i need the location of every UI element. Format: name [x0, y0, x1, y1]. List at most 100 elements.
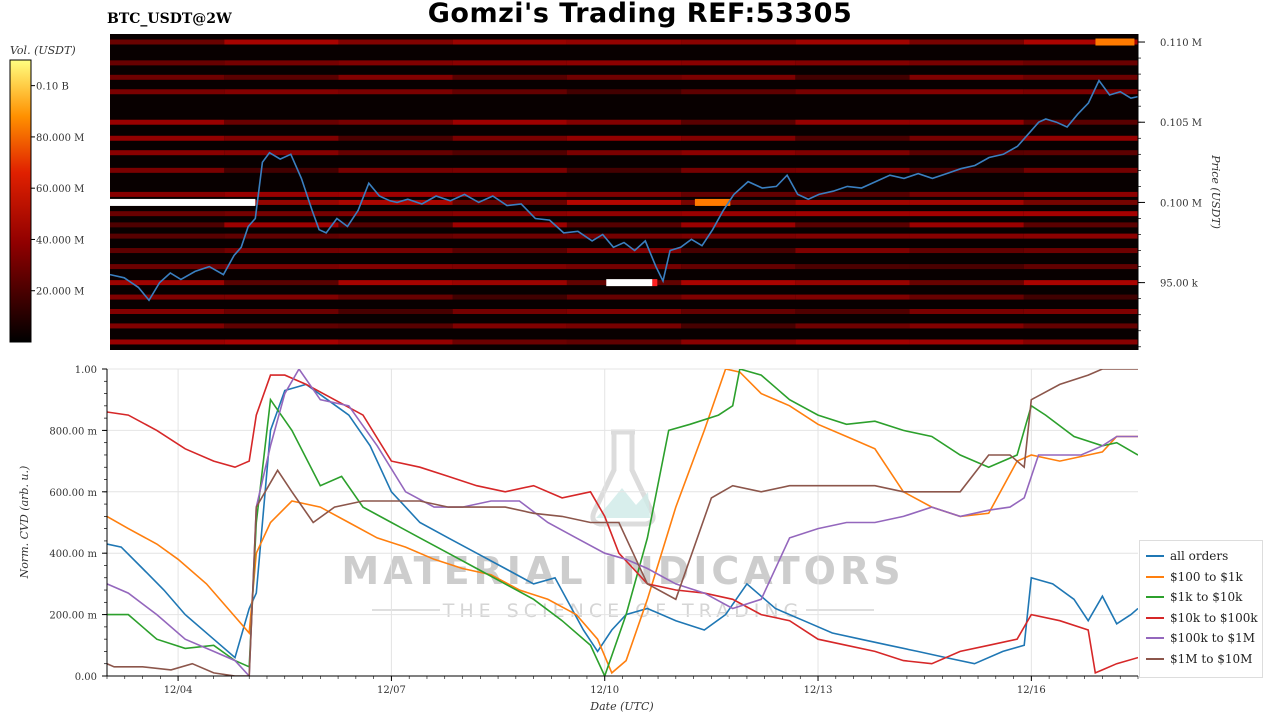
liquidity-band: [452, 264, 567, 270]
liquidity-band: [681, 89, 796, 95]
cvd-series-line-1: [107, 369, 1138, 675]
liquidity-highlight: [1095, 38, 1135, 46]
liquidity-band: [795, 339, 910, 345]
legend-label: $1k to $10k: [1170, 590, 1243, 604]
liquidity-band: [566, 119, 682, 125]
liquidity-band: [338, 309, 453, 315]
liquidity-band: [110, 309, 225, 315]
cvd-x-ticks: 12/04 12/07 12/10 12/13 12/16: [106, 676, 1139, 696]
liquidity-band: [224, 39, 339, 45]
liquidity-band: [224, 264, 339, 270]
liquidity-band: [795, 74, 910, 80]
liquidity-band: [452, 323, 567, 329]
liquidity-band: [1023, 211, 1138, 217]
liquidity-band: [566, 248, 682, 254]
liquidity-band: [795, 167, 910, 173]
liquidity-band: [110, 135, 225, 141]
liquidity-band: [909, 248, 1024, 254]
liquidity-band: [110, 323, 225, 329]
liquidity-band: [681, 135, 796, 141]
legend-swatch: [1146, 657, 1164, 660]
price-axis-label: Price (USDT): [1209, 154, 1222, 229]
liquidity-band: [909, 339, 1024, 345]
liquidity-band: [681, 280, 796, 286]
liquidity-band: [110, 150, 225, 156]
liquidity-band: [452, 150, 567, 156]
liquidity-band: [338, 339, 453, 345]
cvd-y-axis-label: Norm. CVD (arb. u.): [18, 466, 31, 580]
legend-label: $10k to $100k: [1170, 610, 1258, 625]
liquidity-band: [795, 280, 910, 286]
liquidity-band: [452, 294, 567, 300]
liquidity-band: [110, 191, 225, 197]
liquidity-band: [681, 39, 796, 45]
liquidity-band: [566, 60, 682, 66]
liquidity-band: [1023, 222, 1138, 228]
liquidity-band: [338, 294, 453, 300]
liquidity-band: [1023, 135, 1138, 141]
liquidity-band: [909, 323, 1024, 329]
liquidity-band: [909, 74, 1024, 80]
liquidity-band: [566, 135, 682, 141]
liquidity-band: [909, 150, 1024, 156]
liquidity-band: [795, 309, 910, 315]
liquidity-band: [224, 222, 339, 228]
liquidity-band: [795, 199, 910, 205]
legend-swatch: [1146, 637, 1164, 639]
liquidity-band: [566, 191, 682, 197]
liquidity-band: [110, 248, 225, 254]
liquidity-band: [566, 39, 682, 45]
legend-swatch: [1146, 616, 1164, 619]
liquidity-band: [1023, 294, 1138, 300]
liquidity-band: [681, 60, 796, 66]
liquidity-band: [909, 135, 1024, 141]
liquidity-band: [452, 191, 567, 197]
cvd-x-tick-label: 12/16: [1017, 685, 1046, 696]
liquidity-band: [452, 280, 567, 286]
liquidity-band: [224, 167, 339, 173]
liquidity-band: [224, 309, 339, 315]
liquidity-band: [795, 248, 910, 254]
liquidity-band: [110, 89, 225, 95]
liquidity-band: [681, 119, 796, 125]
cvd-y-tick-label: 200.00 m: [49, 611, 97, 622]
liquidity-band: [795, 89, 910, 95]
liquidity-band: [909, 199, 1024, 205]
liquidity-highlight: [652, 279, 658, 287]
liquidity-band: [452, 167, 567, 173]
liquidity-band: [452, 248, 567, 254]
liquidity-band: [338, 39, 453, 45]
liquidity-band: [795, 222, 910, 228]
cvd-series-line-4: [107, 369, 1138, 676]
liquidity-band: [338, 167, 453, 173]
liquidity-band: [452, 39, 567, 45]
watermark: MATERIAL INDICATORS THE SCIENCE OF TRADI…: [341, 429, 901, 622]
price-axis-ticks: 0.110 M 0.105 M 0.100 M 95.00 k: [1138, 38, 1202, 348]
liquidity-band: [224, 74, 339, 80]
liquidity-band: [566, 233, 682, 239]
legend: all orders $100 to $1k $1k to $10k $10k to …: [1139, 540, 1263, 678]
liquidity-band: [452, 74, 567, 80]
liquidity-band: [795, 119, 910, 125]
legend-swatch: [1146, 555, 1164, 557]
liquidity-band: [110, 211, 225, 217]
liquidity-band: [338, 150, 453, 156]
liquidity-band: [452, 60, 567, 66]
price-tick-label: 0.100 M: [1160, 198, 1202, 209]
colorbar-label: Vol. (USDT): [10, 44, 76, 57]
liquidity-band: [1023, 199, 1138, 205]
cvd-x-tick-label: 12/04: [164, 685, 193, 696]
flask-icon: [590, 429, 656, 527]
liquidity-highlight: [694, 198, 731, 206]
legend-label: $1M to $10M: [1170, 651, 1253, 666]
cvd-y-ticks: 1.00 800.00 m 600.00 m 400.00 m 200.00 m 0.00: [49, 365, 107, 683]
legend-swatch: [1146, 596, 1164, 598]
cvd-x-axis-label: Date (UTC): [589, 700, 653, 713]
liquidity-highlight: [606, 279, 653, 287]
liquidity-band: [795, 211, 910, 217]
price-line: [110, 78, 1138, 302]
legend-item: $1k to $10k: [1146, 588, 1242, 606]
liquidity-band: [1023, 60, 1138, 66]
liquidity-band: [1023, 264, 1138, 270]
liquidity-band: [566, 323, 682, 329]
